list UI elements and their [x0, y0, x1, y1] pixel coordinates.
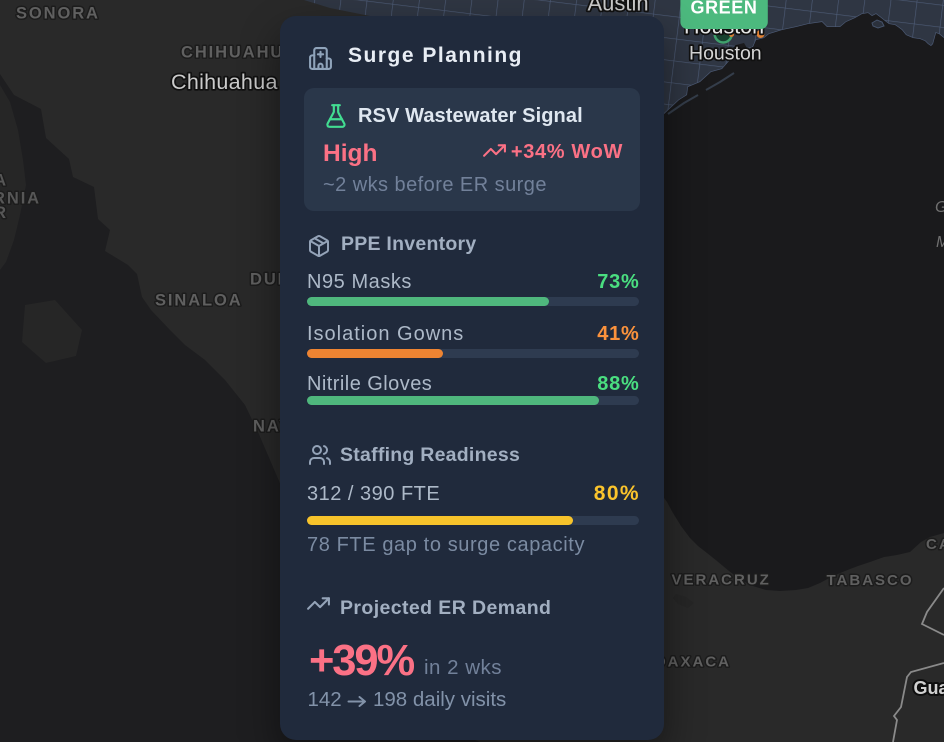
svg-text:Mexico: Mexico: [936, 234, 944, 251]
svg-text:OAXACA: OAXACA: [654, 654, 731, 671]
svg-text:Houston: Houston: [689, 42, 762, 64]
svg-text:CALIFORNIA: CALIFORNIA: [0, 190, 41, 208]
svg-text:Chihuahua: Chihuahua: [171, 70, 278, 94]
svg-text:SINALOA: SINALOA: [155, 292, 243, 310]
svg-text:Guatemala: Guatemala: [914, 678, 944, 698]
svg-text:CAMPECHE: CAMPECHE: [926, 536, 944, 553]
svg-text:SONORA: SONORA: [16, 5, 100, 23]
svg-text:TABASCO: TABASCO: [827, 572, 914, 589]
svg-text:Austin: Austin: [588, 0, 649, 16]
svg-text:VERACRUZ: VERACRUZ: [672, 572, 771, 589]
svg-text:GREEN: GREEN: [690, 0, 757, 18]
svg-text:SUR: SUR: [0, 204, 8, 222]
svg-text:BAJA: BAJA: [0, 172, 8, 190]
svg-text:Gulf of: Gulf of: [935, 199, 944, 216]
svg-text:CHIHUAHUA: CHIHUAHUA: [181, 44, 298, 62]
